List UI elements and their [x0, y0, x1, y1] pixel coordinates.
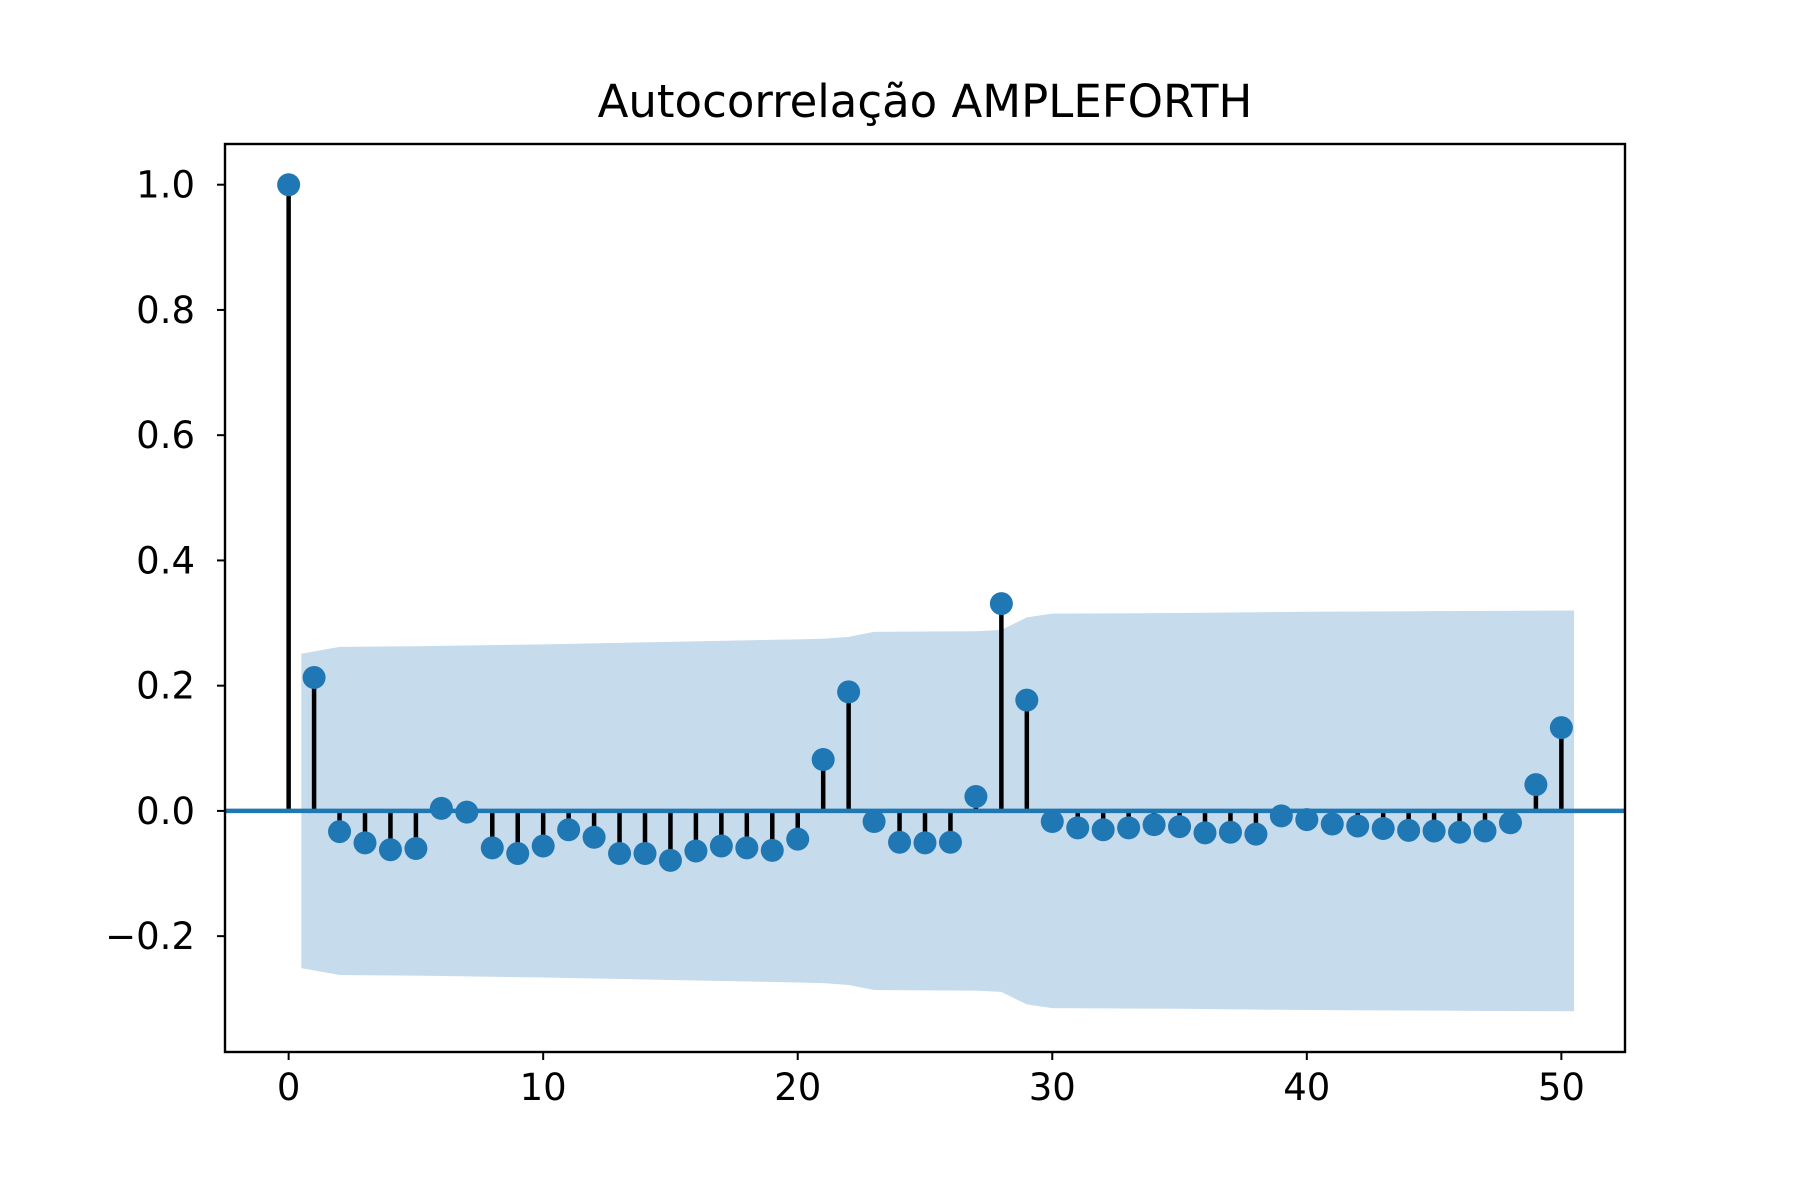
acf-point-41 — [1320, 812, 1344, 836]
acf-point-0 — [277, 173, 301, 197]
acf-point-10 — [531, 834, 555, 858]
acf-point-48 — [1498, 811, 1522, 835]
acf-point-20 — [786, 827, 810, 851]
acf-point-19 — [760, 838, 784, 862]
acf-point-34 — [1142, 813, 1166, 837]
chart-title: Autocorrelação AMPLEFORTH — [598, 75, 1253, 128]
acf-point-31 — [1066, 816, 1090, 840]
acf-point-24 — [888, 830, 912, 854]
y-tick-label-3: 0.4 — [136, 539, 195, 582]
acf-point-49 — [1524, 773, 1548, 797]
acf-point-30 — [1040, 810, 1064, 834]
acf-point-17 — [709, 834, 733, 858]
acf-point-44 — [1397, 818, 1421, 842]
x-tick-label-20: 20 — [774, 1066, 821, 1109]
y-tick-label-2: 0.2 — [136, 665, 195, 708]
acf-point-21 — [811, 748, 835, 772]
acf-point-22 — [837, 680, 861, 704]
acf-point-18 — [735, 836, 759, 860]
acf-point-50 — [1549, 716, 1573, 740]
acf-point-33 — [1117, 816, 1141, 840]
acf-point-46 — [1448, 820, 1472, 844]
x-tick-label-0: 0 — [277, 1066, 301, 1109]
acf-point-45 — [1422, 819, 1446, 843]
y-tick-label-5: 0.8 — [136, 289, 195, 332]
x-tick-label-30: 30 — [1029, 1066, 1076, 1109]
acf-point-4 — [378, 838, 402, 862]
x-tick-label-40: 40 — [1283, 1066, 1330, 1109]
acf-point-13 — [608, 841, 632, 865]
acf-point-37 — [1218, 820, 1242, 844]
acf-point-38 — [1244, 822, 1268, 846]
acf-point-47 — [1473, 819, 1497, 843]
x-tick-label-50: 50 — [1538, 1066, 1585, 1109]
y-tick-label-6: 1.0 — [136, 164, 195, 207]
acf-point-43 — [1371, 816, 1395, 840]
acf-point-15 — [658, 848, 682, 872]
acf-point-7 — [455, 800, 479, 824]
acf-point-40 — [1295, 808, 1319, 832]
acf-point-26 — [938, 830, 962, 854]
acf-point-6 — [429, 796, 453, 820]
y-axis: −0.2 0.0 0.2 0.4 0.6 0.8 1.0 — [105, 164, 225, 958]
x-tick-label-10: 10 — [520, 1066, 567, 1109]
y-tick-label-1: 0.0 — [136, 790, 195, 833]
acf-point-3 — [353, 831, 377, 855]
acf-point-32 — [1091, 818, 1115, 842]
acf-point-8 — [480, 836, 504, 860]
acf-point-12 — [582, 825, 606, 849]
acf-point-42 — [1346, 814, 1370, 838]
acf-point-16 — [684, 839, 708, 863]
acf-point-27 — [964, 785, 988, 809]
acf-point-5 — [404, 836, 428, 860]
acf-point-35 — [1168, 815, 1192, 839]
acf-point-11 — [557, 818, 581, 842]
y-tick-label-4: 0.6 — [136, 414, 195, 457]
acf-point-2 — [328, 820, 352, 844]
acf-point-9 — [506, 841, 530, 865]
acf-point-14 — [633, 841, 657, 865]
x-axis: 0 10 20 30 40 50 — [277, 1052, 1585, 1109]
y-tick-label-0: −0.2 — [105, 915, 195, 958]
acf-point-23 — [862, 810, 886, 834]
plot-area — [225, 173, 1625, 1012]
acf-point-36 — [1193, 821, 1217, 845]
acf-point-39 — [1269, 804, 1293, 828]
acf-point-1 — [302, 666, 326, 690]
acf-point-28 — [989, 592, 1013, 616]
acf-point-25 — [913, 831, 937, 855]
acf-point-29 — [1015, 688, 1039, 712]
axes-frame — [223, 142, 1627, 1054]
